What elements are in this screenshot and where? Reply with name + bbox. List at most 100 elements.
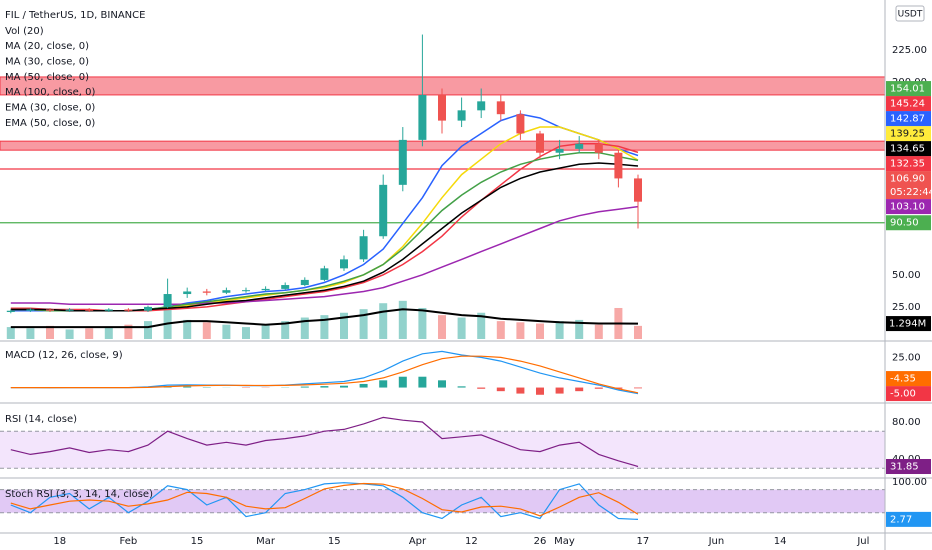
- volume-bar: [104, 327, 113, 339]
- candle-body: [124, 309, 133, 311]
- y-tick-label: 25.00: [892, 302, 921, 313]
- legend-entry: MA (100, close, 0): [5, 87, 95, 98]
- volume-bar: [575, 319, 584, 339]
- y-tick-label: 25.00: [892, 352, 921, 363]
- volume-bar: [85, 328, 94, 339]
- volume-bar: [379, 303, 388, 339]
- histogram-bar: [555, 387, 564, 394]
- volume-bar: [26, 328, 35, 339]
- volume-bar: [300, 317, 309, 339]
- candle-body: [261, 288, 270, 291]
- candle-body: [65, 309, 74, 311]
- volume-bar: [359, 309, 368, 339]
- pane-title: MACD (12, 26, close, 9): [5, 350, 123, 361]
- volume-bar: [202, 322, 211, 339]
- volume-bar: [242, 327, 250, 339]
- volume-bar: [398, 300, 407, 339]
- candle-body: [614, 152, 623, 179]
- volume-bar: [183, 319, 192, 339]
- histogram-bar: [536, 387, 544, 395]
- volume-bar: [457, 317, 466, 339]
- price-label-box: [886, 96, 931, 112]
- overlay: FIL / TetherUS, 1D, BINANCE Vol (20) MA (2…: [5, 10, 153, 500]
- candle-body: [379, 184, 388, 237]
- volume-bar: [281, 321, 290, 339]
- histogram-bar: [477, 387, 486, 389]
- histogram-bar: [300, 386, 309, 388]
- volume-label: 1.294M: [889, 319, 926, 330]
- legend-entry: MA (30, close, 0): [5, 56, 89, 67]
- price-label-box: [886, 126, 931, 142]
- y-tick-label: 50.00: [892, 270, 921, 281]
- legend-entry: EMA (30, close, 0): [5, 103, 95, 114]
- candle-body: [163, 294, 172, 307]
- price-label-box: [886, 386, 931, 402]
- volume-bar: [594, 324, 603, 339]
- x-tick-label: Jul: [856, 536, 869, 547]
- volume-bar: [536, 323, 544, 339]
- x-tick-label: Feb: [120, 536, 138, 547]
- volume-label-box: [886, 316, 931, 332]
- pane-title: Stoch RSI (3, 3, 14, 14, close): [5, 489, 153, 500]
- candle-body: [85, 309, 94, 311]
- currency-box[interactable]: [895, 5, 925, 22]
- histogram-bar: [575, 387, 584, 392]
- candle-body: [281, 285, 290, 289]
- volume-bar: [477, 312, 486, 339]
- candle-body: [222, 290, 231, 293]
- candle-body: [104, 309, 113, 311]
- band: [0, 489, 885, 513]
- indicator-line: [10, 482, 639, 517]
- candle-body: [242, 290, 250, 292]
- volume-bar: [418, 307, 427, 339]
- candle-body: [575, 143, 584, 149]
- x-tick-label: 12: [465, 536, 478, 547]
- x-tick-label: 15: [328, 536, 341, 547]
- price-label-box: [886, 81, 931, 97]
- price-label-box: [886, 215, 931, 231]
- candle-body: [202, 291, 211, 293]
- histogram-bar: [614, 387, 623, 389]
- band: [0, 431, 885, 469]
- candle-body: [183, 291, 192, 295]
- countdown: 05:22:44: [890, 187, 932, 198]
- volume-bar: [65, 329, 74, 339]
- price-label-box: [886, 511, 931, 527]
- histogram-bar: [496, 387, 505, 392]
- price-label: 31.85: [890, 462, 919, 473]
- volume-bar: [46, 325, 54, 339]
- x-tick-label: Jun: [708, 536, 725, 547]
- legend-entry: MA (50, close, 0): [5, 72, 89, 83]
- price-label-box: [886, 199, 931, 215]
- volume-bar: [144, 321, 152, 339]
- pane-title: RSI (14, close): [5, 414, 77, 425]
- candle-body: [6, 310, 15, 313]
- histogram-bar: [359, 383, 368, 388]
- price-label: 154.01: [890, 84, 925, 95]
- legend-entry: FIL / TetherUS, 1D, BINANCE: [5, 10, 145, 21]
- y-tick-label: 100.00: [892, 477, 927, 488]
- volume-bar: [516, 322, 525, 339]
- price-label-box: [886, 156, 931, 172]
- currency: USDT: [898, 10, 923, 20]
- candle-body: [359, 236, 368, 260]
- volume-bar: [496, 321, 505, 339]
- histogram-bar: [398, 376, 407, 388]
- y-tick-label: 225.00: [892, 45, 927, 56]
- legend-entry: EMA (50, close, 0): [5, 118, 95, 129]
- candle-body: [457, 110, 466, 121]
- candle-body: [594, 143, 603, 153]
- x-tick-label: Apr: [409, 536, 427, 547]
- price-label: 139.25: [890, 129, 925, 140]
- candle-body: [300, 279, 309, 286]
- volume-bar: [438, 315, 446, 339]
- x-tick-label: 18: [53, 536, 66, 547]
- price-label-box: [886, 171, 931, 200]
- candle-body: [438, 94, 446, 121]
- price-label-box: [886, 111, 931, 127]
- price-label: 134.65: [890, 144, 925, 155]
- legend-entry: Vol (20): [5, 26, 44, 37]
- price-label-box: [886, 371, 931, 387]
- histogram-bar: [516, 387, 525, 394]
- candle-body: [555, 148, 564, 153]
